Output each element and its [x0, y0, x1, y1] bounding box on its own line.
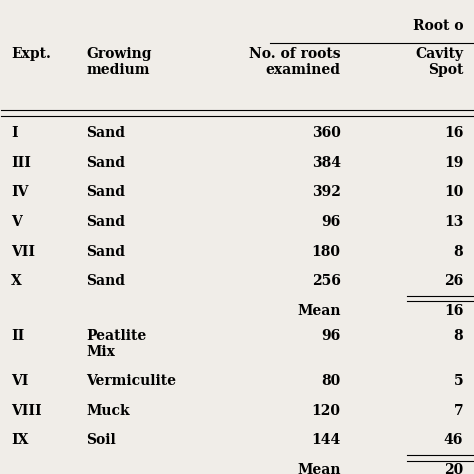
Text: 20: 20	[444, 463, 463, 474]
Text: 10: 10	[444, 185, 463, 200]
Text: 26: 26	[444, 274, 463, 288]
Text: 8: 8	[454, 328, 463, 343]
Text: 7: 7	[454, 404, 463, 418]
Text: 46: 46	[444, 433, 463, 447]
Text: X: X	[11, 274, 21, 288]
Text: Cavity
Spot: Cavity Spot	[415, 47, 463, 77]
Text: No. of roots
examined: No. of roots examined	[249, 47, 341, 77]
Text: Sand: Sand	[86, 156, 125, 170]
Text: 13: 13	[444, 215, 463, 229]
Text: 120: 120	[312, 404, 341, 418]
Text: II: II	[11, 328, 24, 343]
Text: Peatlite
Mix: Peatlite Mix	[86, 328, 146, 359]
Text: VI: VI	[11, 374, 28, 388]
Text: IX: IX	[11, 433, 28, 447]
Text: Mean: Mean	[297, 303, 341, 318]
Text: Sand: Sand	[86, 215, 125, 229]
Text: 96: 96	[321, 215, 341, 229]
Text: IV: IV	[11, 185, 28, 200]
Text: Soil: Soil	[86, 433, 116, 447]
Text: III: III	[11, 156, 31, 170]
Text: 96: 96	[321, 328, 341, 343]
Text: 392: 392	[312, 185, 341, 200]
Text: 256: 256	[312, 274, 341, 288]
Text: Muck: Muck	[86, 404, 130, 418]
Text: Mean: Mean	[297, 463, 341, 474]
Text: 360: 360	[312, 127, 341, 140]
Text: VIII: VIII	[11, 404, 41, 418]
Text: Growing
medium: Growing medium	[86, 47, 152, 77]
Text: I: I	[11, 127, 18, 140]
Text: Sand: Sand	[86, 274, 125, 288]
Text: VII: VII	[11, 245, 35, 258]
Text: Sand: Sand	[86, 127, 125, 140]
Text: 80: 80	[321, 374, 341, 388]
Text: 180: 180	[312, 245, 341, 258]
Text: Sand: Sand	[86, 185, 125, 200]
Text: 16: 16	[444, 127, 463, 140]
Text: Root o: Root o	[413, 19, 463, 33]
Text: Expt.: Expt.	[11, 47, 51, 61]
Text: 5: 5	[454, 374, 463, 388]
Text: Vermiculite: Vermiculite	[86, 374, 176, 388]
Text: 8: 8	[454, 245, 463, 258]
Text: 144: 144	[311, 433, 341, 447]
Text: 16: 16	[444, 303, 463, 318]
Text: 19: 19	[444, 156, 463, 170]
Text: V: V	[11, 215, 21, 229]
Text: Sand: Sand	[86, 245, 125, 258]
Text: 384: 384	[312, 156, 341, 170]
